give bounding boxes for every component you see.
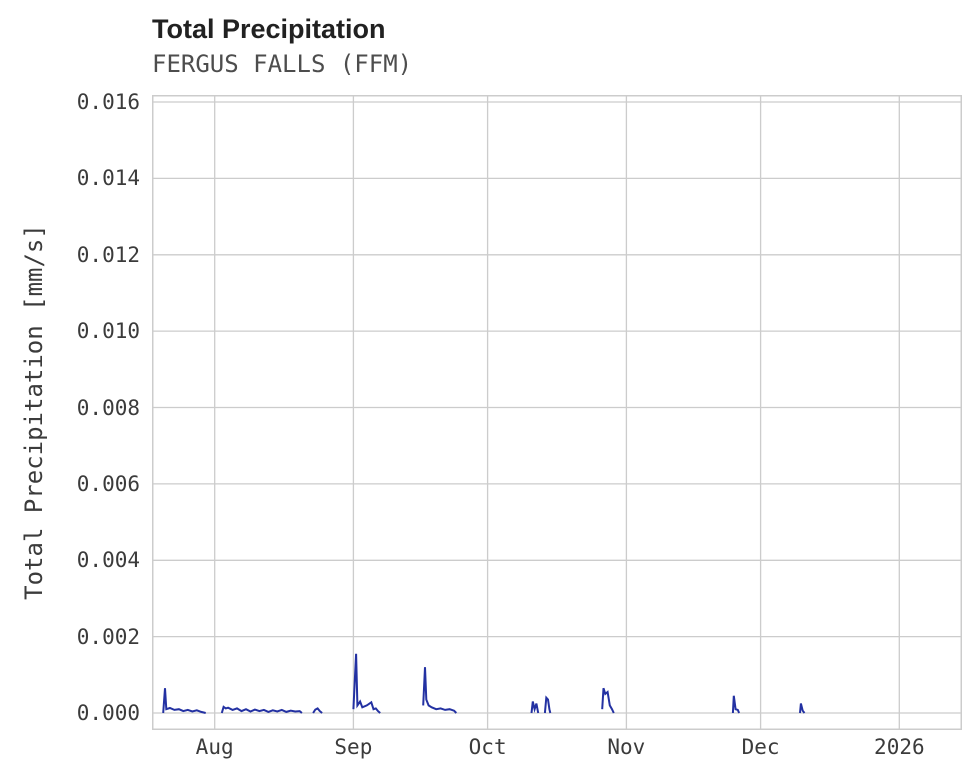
y-tick-label: 0.006	[76, 471, 140, 496]
x-tick-label: Oct	[468, 735, 507, 759]
x-tick-label: Dec	[741, 735, 780, 759]
x-tick-label: Aug	[195, 735, 234, 759]
chart-subtitle: FERGUS FALLS (FFM)	[152, 50, 413, 78]
y-tick-label: 0.014	[76, 166, 140, 191]
y-tick-label: 0.002	[76, 624, 140, 649]
x-tick-label: Nov	[607, 735, 646, 759]
y-tick-label: 0.016	[76, 90, 140, 114]
y-tick-label: 0.010	[76, 319, 140, 344]
x-tick-label: 2026	[874, 735, 925, 759]
chart-title: Total Precipitation	[152, 14, 386, 44]
precipitation-line	[162, 653, 806, 714]
y-tick-label: 0.004	[76, 548, 140, 573]
y-tick-label: 0.008	[76, 395, 140, 420]
y-tick-label: 0.000	[76, 701, 140, 725]
x-tick-label: Sep	[334, 735, 373, 759]
plot-area	[152, 95, 962, 730]
plot-border	[152, 95, 962, 730]
y-tick-label: 0.012	[76, 242, 140, 267]
